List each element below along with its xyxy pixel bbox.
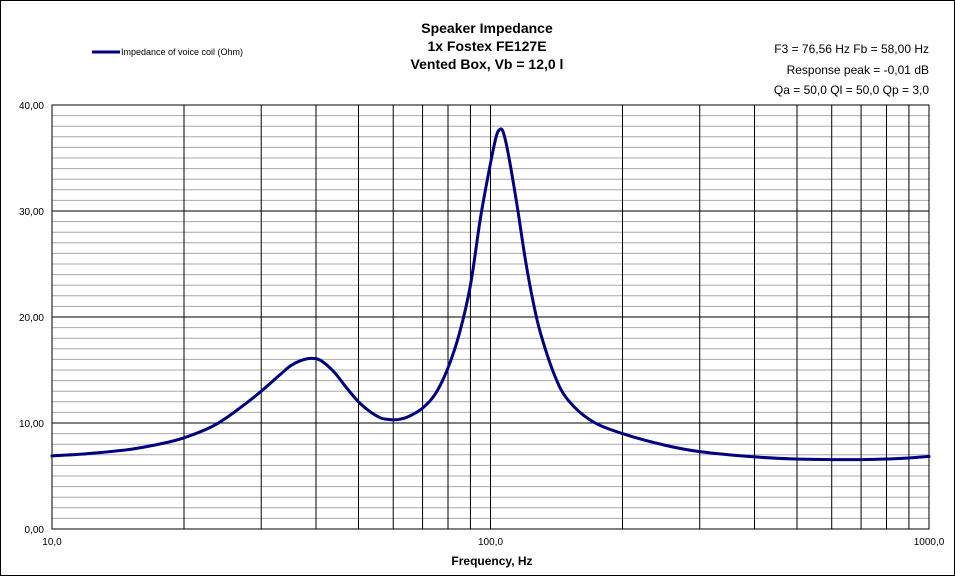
info-line-3: Qa = 50,0 Ql = 50,0 Qp = 3,0: [774, 83, 929, 97]
y-tick-label: 10,00: [19, 419, 44, 430]
plot-border: [51, 104, 930, 530]
x-tick-label: 100,0: [478, 537, 503, 548]
chart-title: Speaker Impedance 1x Fostex FE127E Vente…: [411, 20, 564, 72]
y-tick-label: 20,00: [19, 313, 44, 324]
y-tick-label: 0,00: [25, 525, 45, 536]
legend: Impedance of voice coil (Ohm): [92, 47, 243, 57]
series-layer: [50, 127, 931, 462]
parameter-notes: F3 = 76,56 Hz Fb = 58,00 Hz Response pea…: [774, 42, 929, 97]
chart-title-line-1: Speaker Impedance: [421, 20, 553, 36]
chart-title-line-3: Vented Box, Vb = 12,0 l: [411, 56, 564, 72]
y-axis-ticks: 0,00 10,00 20,00 30,00 40,00: [19, 101, 44, 536]
y-tick-label: 40,00: [19, 101, 44, 112]
info-line-1: F3 = 76,56 Hz Fb = 58,00 Hz: [774, 42, 929, 56]
x-tick-label: 1000,0: [914, 537, 945, 548]
x-tick-label: 10,0: [42, 537, 62, 548]
series-line-impedance: [50, 127, 931, 462]
x-axis-title: Frequency, Hz: [451, 554, 532, 568]
y-tick-label: 30,00: [19, 207, 44, 218]
chart-title-line-2: 1x Fostex FE127E: [427, 38, 546, 54]
info-line-2: Response peak = -0,01 dB: [787, 63, 929, 77]
x-axis-ticks: 10,0 100,0 1000,0: [42, 537, 944, 548]
legend-label: Impedance of voice coil (Ohm): [121, 47, 243, 57]
